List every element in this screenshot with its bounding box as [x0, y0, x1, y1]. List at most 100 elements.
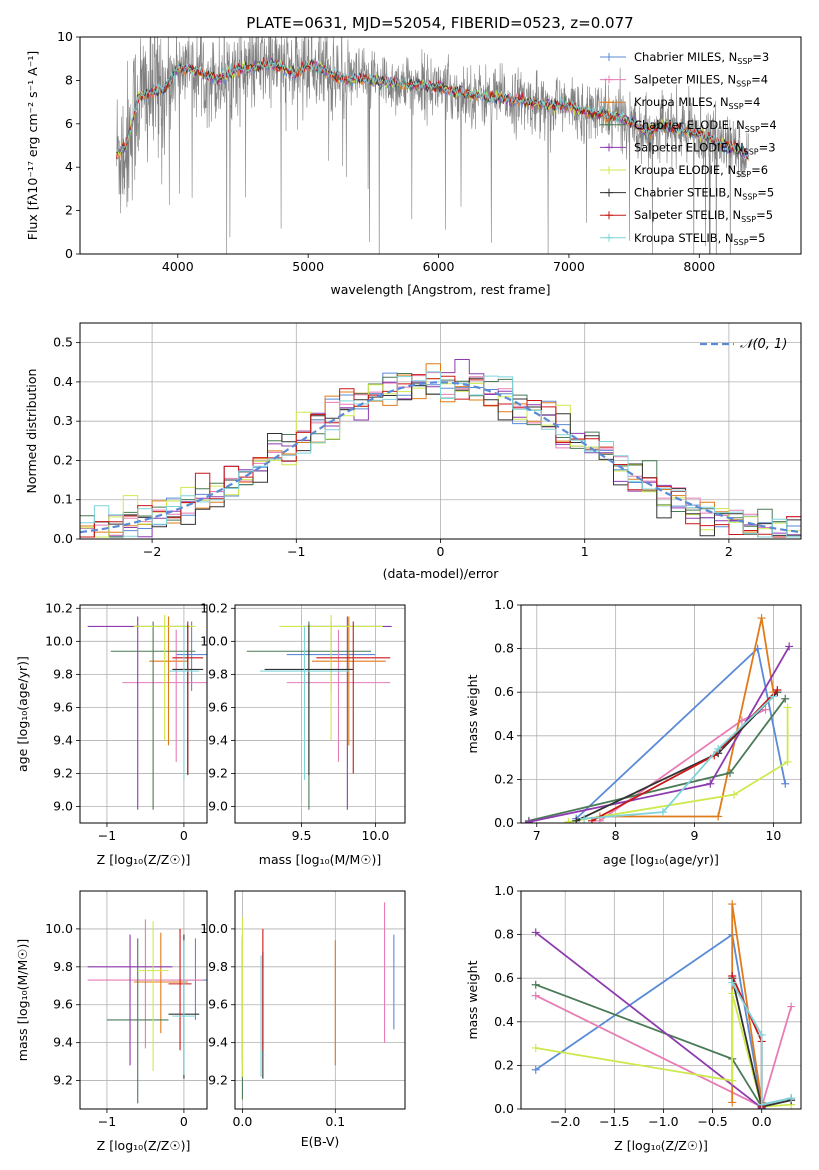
x-axis-label: (data-model)/error: [383, 566, 500, 581]
y-tick-label: 6: [65, 116, 73, 131]
weight-point: [728, 1098, 737, 1107]
y-tick-label: 10.2: [45, 600, 73, 615]
weight-point: [714, 812, 723, 821]
weight-line: [591, 689, 778, 822]
weight-point: [728, 900, 737, 909]
weight-point: [757, 1100, 766, 1109]
weight-line: [528, 698, 786, 822]
weight-point: [706, 779, 715, 788]
x-tick-label: 7000: [553, 259, 585, 274]
y-tick-label: 1.0: [494, 597, 514, 612]
y-tick-label: 10.0: [200, 633, 228, 648]
y-tick-label: 2: [65, 203, 73, 218]
x-axis-label: age [log₁₀(age/yr)]: [603, 852, 719, 867]
spectrum-panel: 4000 5000 6000 7000 8000 0 2 4 6 8 10 wavelength [A…: [25, 29, 802, 297]
legend-entry: Chabrier STELIB, NSSP=5: [634, 186, 774, 202]
weight-point: [531, 1065, 540, 1074]
y-tick-label: 4: [65, 159, 73, 174]
y-tick-label: 9.0: [208, 798, 228, 813]
y-tick-label: 9.4: [53, 1035, 73, 1050]
x-tick-label: −1: [98, 1114, 116, 1129]
weight-line: [568, 707, 789, 823]
plot-area: [241, 902, 395, 1100]
y-tick-label: 9.0: [53, 798, 73, 813]
y-tick-label: 9.4: [208, 732, 228, 747]
plot-area: [246, 614, 392, 810]
weight-point: [781, 779, 790, 788]
x-tick-label: 0: [180, 828, 188, 843]
weight-point: [658, 808, 667, 817]
weight-line: [535, 931, 763, 1109]
y-tick-label: 1.0: [494, 883, 514, 898]
model-spectrum-line: [116, 59, 750, 159]
legend-marker: [605, 75, 613, 84]
legend-marker: [605, 53, 613, 61]
y-axis-label: Flux [fλ10⁻¹⁷ erg cm⁻² s⁻¹ A⁻¹]: [25, 51, 40, 240]
figure-title: PLATE=0631, MJD=52054, FIBERID=0523, z=0…: [246, 14, 633, 32]
y-axis-label: Normed distribution: [24, 369, 39, 494]
x-tick-label: 9.5: [292, 828, 312, 843]
weight-point: [783, 703, 792, 712]
x-tick-label: −0.5: [697, 1114, 727, 1129]
y-tick-label: 9.6: [53, 997, 73, 1012]
weight-point: [580, 814, 589, 823]
weight-point: [524, 817, 533, 823]
y-tick-label: 0.0: [53, 531, 73, 546]
weight-point: [761, 705, 770, 714]
x-tick-label: 0.0: [232, 1114, 252, 1129]
x-tick-label: −1.0: [648, 1114, 678, 1129]
plot-area: [87, 614, 207, 810]
plot-area: [524, 614, 794, 823]
weight-point: [531, 991, 540, 1000]
x-tick-label: 0.0: [752, 1114, 772, 1129]
y-tick-label: 9.8: [208, 959, 228, 974]
plot-frame: [520, 604, 802, 824]
x-tick-label: 9: [691, 828, 699, 843]
y-tick-label: 0.1: [53, 492, 73, 507]
legend-marker: [605, 98, 613, 107]
x-tick-label: 10.0: [362, 828, 390, 843]
y-tick-label: 0.6: [494, 970, 514, 985]
weight-point: [757, 614, 766, 623]
y-tick-label: 10: [57, 29, 73, 44]
x-tick-label: 0: [437, 544, 445, 559]
x-tick-label: 10: [765, 828, 781, 843]
x-tick-label: 0.1: [325, 1114, 345, 1129]
weight-point: [787, 1002, 796, 1011]
age-vs-mass-panel: 9.5 10.0 9.0 9.2 9.4 9.6 9.8 10.0 10.2 mass [log₁…: [200, 600, 406, 867]
weight-point: [757, 1030, 766, 1039]
y-tick-label: 9.4: [208, 1035, 228, 1050]
legend-entry: Chabrier MILES, NSSP=3: [634, 50, 769, 66]
y-tick-label: 9.6: [208, 699, 228, 714]
weight-point: [726, 768, 735, 777]
y-tick-label: 0.4: [53, 374, 73, 389]
plot-area: [531, 900, 796, 1109]
legend-entry: Kroupa MILES, NSSP=4: [634, 95, 760, 111]
x-tick-label: 1: [581, 544, 589, 559]
x-tick-label: −2: [143, 544, 161, 559]
legend-marker: [605, 143, 613, 152]
y-tick-label: 0.2: [53, 452, 73, 467]
x-axis-label: wavelength [Angstrom, rest frame]: [330, 282, 550, 297]
weight-point: [728, 1076, 737, 1085]
legend-marker: [605, 188, 613, 197]
y-tick-label: 0.5: [53, 335, 73, 350]
weight-point: [781, 694, 790, 703]
weight-point: [728, 978, 737, 987]
legend-entry: Salpeter STELIB, NSSP=5: [634, 208, 773, 224]
y-tick-label: 9.6: [53, 699, 73, 714]
mass-vs-ebv-panel: 0.0 0.1 9.2 9.4 9.6 9.8 10.0 E(B-V): [200, 890, 406, 1149]
y-tick-label: 0.2: [494, 1057, 514, 1072]
x-axis-label: mass [log₁₀(M/M☉)]: [259, 852, 381, 867]
age-vs-metallicity-panel: −1 0 9.0 9.2 9.4 9.6 9.8 10.0 10.2 Z [log₁₀(Z/Z☉)…: [15, 600, 208, 867]
plot-frame: [79, 36, 802, 255]
x-tick-label: 6000: [423, 259, 455, 274]
weight-point: [572, 816, 581, 823]
y-axis-label: mass [log₁₀(M/M☉)]: [15, 939, 30, 1061]
plot-frame: [79, 604, 208, 824]
gaussian-curve: [80, 381, 799, 534]
y-tick-label: 10.0: [45, 633, 73, 648]
y-tick-label: 10.2: [200, 600, 228, 615]
weight-point: [531, 1043, 540, 1052]
y-tick-label: 10.0: [200, 921, 228, 936]
